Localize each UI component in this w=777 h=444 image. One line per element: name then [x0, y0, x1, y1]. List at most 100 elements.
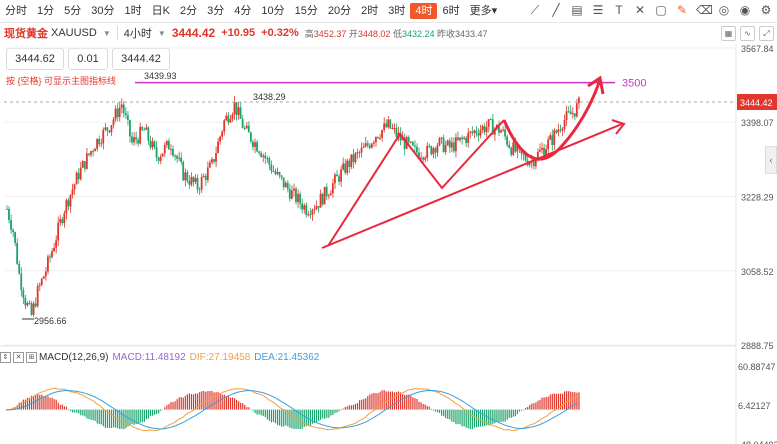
candle-body-7 — [20, 273, 23, 291]
candle-body-269 — [557, 129, 560, 133]
macd-label[interactable]: MACD(12,26,9) — [39, 351, 109, 363]
candle-body-185 — [385, 123, 388, 128]
candle-body-175 — [364, 143, 367, 147]
candle-body-131 — [274, 171, 277, 174]
candle-body-93 — [196, 178, 199, 190]
period-dropdown-icon[interactable]: ▼ — [157, 28, 166, 38]
candle-body-59 — [126, 115, 129, 121]
timeframe-2[interactable]: 5分 — [64, 5, 82, 17]
candle-body-108 — [227, 115, 230, 123]
side-panel-handle[interactable]: ‹ — [765, 146, 777, 174]
candle-body-90 — [190, 176, 193, 185]
candle-body-196 — [407, 137, 410, 143]
candle-body-252 — [522, 153, 525, 155]
timeframe-13[interactable]: 3时 — [388, 5, 406, 17]
quantity-input[interactable]: 0.01 — [68, 48, 108, 70]
candle-body-80 — [170, 148, 172, 150]
candle-body-18 — [42, 276, 45, 279]
candle-body-142 — [297, 193, 299, 203]
symbol-code[interactable]: XAUUSD — [51, 27, 97, 39]
candle-body-208 — [432, 148, 435, 155]
cross-icon[interactable]: ✕ — [634, 3, 646, 17]
timeframe-4[interactable]: 1时 — [124, 5, 142, 17]
fib-icon[interactable]: ☰ — [592, 3, 604, 17]
indicator-settings-icon[interactable]: ⊞ — [26, 351, 37, 363]
timeframe-12[interactable]: 2时 — [361, 5, 379, 17]
dea-value: DEA:21.45362 — [254, 351, 320, 363]
candle-body-127 — [266, 158, 269, 160]
eraser-icon[interactable]: ⌫ — [696, 3, 713, 17]
period-label[interactable]: 4小时 — [123, 28, 152, 40]
candle-body-176 — [366, 143, 369, 146]
text-icon[interactable]: T — [615, 3, 623, 17]
candle-body-119 — [249, 132, 252, 142]
candle-body-116 — [243, 127, 246, 129]
timeframe-5[interactable]: 日K — [151, 5, 170, 17]
candle-body-231 — [479, 130, 482, 136]
candle-body-112 — [235, 102, 238, 115]
symbol-dropdown-icon[interactable]: ▼ — [102, 28, 111, 38]
candle-body-258 — [534, 160, 537, 167]
timeframe-9[interactable]: 10分 — [261, 5, 285, 17]
eye-icon[interactable]: ◉ — [739, 3, 751, 17]
candle-body-205 — [426, 145, 429, 158]
candle-body-13 — [32, 303, 35, 315]
timeframe-14[interactable]: 4时 — [410, 3, 438, 19]
candle-body-261 — [541, 147, 543, 150]
timeframe-16[interactable]: 更多▾ — [469, 5, 498, 17]
candle-body-26 — [59, 219, 62, 223]
timeframe-0[interactable]: 分时 — [5, 5, 27, 17]
channel-icon[interactable]: ▤ — [571, 3, 583, 17]
candle-body-5 — [16, 242, 19, 264]
candle-body-139 — [290, 190, 293, 199]
layout-icon[interactable]: ▦ — [721, 26, 736, 41]
candle-body-211 — [438, 138, 441, 146]
fullscreen-icon[interactable]: ⤢ — [759, 26, 774, 41]
ray-icon[interactable]: ╱ — [552, 3, 560, 17]
timeframe-1[interactable]: 1分 — [37, 5, 55, 17]
candle-body-246 — [510, 147, 513, 155]
collapse-icon[interactable]: ⇕ — [0, 351, 11, 363]
trendline-icon[interactable]: ⟋ — [530, 3, 540, 17]
timeframe-3[interactable]: 30分 — [91, 5, 115, 17]
magnet-icon[interactable]: ◎ — [718, 3, 730, 17]
drawing-tools: ⟋ ╱ ▤ ☰ T ✕ ▢ ✎ ⌫ ◎ ◉ ⚙ — [528, 3, 773, 17]
candle-body-232 — [481, 126, 484, 131]
candle-body-137 — [286, 182, 289, 189]
shapes-icon[interactable]: ▢ — [655, 3, 667, 17]
timeframe-11[interactable]: 20分 — [327, 5, 352, 17]
candle-body-275 — [569, 111, 572, 115]
timeframe-10[interactable]: 15分 — [294, 5, 318, 17]
candle-body-10 — [26, 303, 29, 306]
candle-body-169 — [352, 154, 355, 163]
high-label: 高 — [304, 28, 314, 39]
second-peak-label: 3438.29 — [253, 92, 286, 102]
candle-body-173 — [360, 147, 363, 153]
candle-body-165 — [344, 163, 347, 173]
candle-body-240 — [498, 124, 500, 133]
candle-body-147 — [307, 214, 310, 216]
candle-body-45 — [98, 138, 101, 145]
candle-body-148 — [309, 214, 312, 216]
candle-body-111 — [233, 102, 236, 115]
candle-body-95 — [200, 177, 203, 190]
candle-body-249 — [516, 145, 519, 152]
timeframe-7[interactable]: 3分 — [207, 5, 225, 17]
symbol-name[interactable]: 现货黄金 — [4, 28, 48, 40]
candle-body-22 — [51, 251, 53, 258]
indicator-icon[interactable]: ∿ — [740, 26, 755, 41]
timeframe-15[interactable]: 6时 — [442, 5, 460, 17]
candle-body-241 — [500, 130, 502, 133]
settings-icon[interactable]: ⚙ — [760, 3, 772, 17]
candle-body-117 — [245, 125, 248, 129]
candle-body-214 — [444, 144, 447, 153]
timeframe-6[interactable]: 2分 — [179, 5, 198, 17]
candle-body-274 — [567, 111, 570, 113]
candle-body-86 — [182, 161, 185, 181]
close-panel-icon[interactable]: ✕ — [13, 351, 24, 363]
edit-icon[interactable]: ✎ — [676, 3, 688, 17]
timeframe-8[interactable]: 4分 — [234, 5, 252, 17]
candle-body-56 — [120, 104, 123, 108]
candle-body-135 — [282, 177, 285, 188]
